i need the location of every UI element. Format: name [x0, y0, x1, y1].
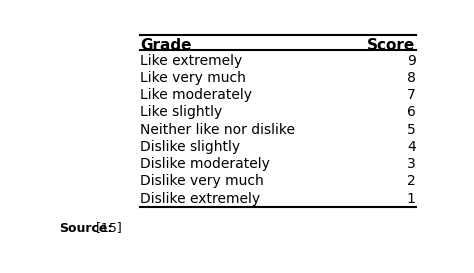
Text: 8: 8	[407, 71, 416, 85]
Text: Neither like nor dislike: Neither like nor dislike	[140, 123, 295, 137]
Text: 2: 2	[407, 174, 416, 188]
Text: 7: 7	[407, 88, 416, 102]
Text: Dislike very much: Dislike very much	[140, 174, 264, 188]
Text: Like moderately: Like moderately	[140, 88, 252, 102]
Text: [15]: [15]	[91, 221, 121, 235]
Text: 5: 5	[407, 123, 416, 137]
Text: 4: 4	[407, 140, 416, 154]
Text: 6: 6	[407, 105, 416, 120]
Text: Grade: Grade	[140, 38, 191, 53]
Text: Like extremely: Like extremely	[140, 54, 242, 68]
Text: 9: 9	[407, 54, 416, 68]
Text: 1: 1	[407, 192, 416, 206]
Text: Like slightly: Like slightly	[140, 105, 222, 120]
Text: Like very much: Like very much	[140, 71, 246, 85]
Text: Dislike extremely: Dislike extremely	[140, 192, 260, 206]
Text: Dislike slightly: Dislike slightly	[140, 140, 240, 154]
Text: 3: 3	[407, 157, 416, 171]
Text: Dislike moderately: Dislike moderately	[140, 157, 270, 171]
Text: Score: Score	[367, 38, 416, 53]
Text: Source:: Source:	[59, 221, 113, 235]
